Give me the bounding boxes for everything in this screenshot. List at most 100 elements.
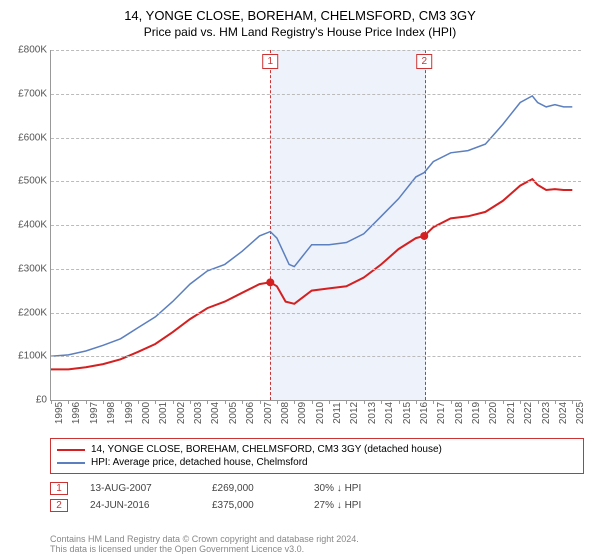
x-tick-label: 2002 [176, 402, 187, 424]
x-tick-label: 2005 [228, 402, 239, 424]
y-tick-label: £600K [3, 132, 47, 143]
x-tick-mark [190, 400, 191, 404]
y-tick-label: £100K [3, 351, 47, 362]
x-tick-mark [242, 400, 243, 404]
x-tick-label: 2012 [349, 402, 360, 424]
x-tick-mark [433, 400, 434, 404]
x-tick-mark [173, 400, 174, 404]
x-tick-label: 2024 [558, 402, 569, 424]
x-tick-label: 2001 [158, 402, 169, 424]
x-tick-label: 2023 [541, 402, 552, 424]
legend-label: 14, YONGE CLOSE, BOREHAM, CHELMSFORD, CM… [91, 444, 442, 455]
y-gridline [51, 225, 581, 226]
x-tick-mark [485, 400, 486, 404]
x-tick-mark [260, 400, 261, 404]
legend-swatch [57, 449, 85, 451]
x-tick-mark [468, 400, 469, 404]
footer-attribution: Contains HM Land Registry data © Crown c… [50, 534, 570, 554]
sale-price: £375,000 [212, 500, 292, 511]
x-tick-label: 2010 [315, 402, 326, 424]
y-gridline [51, 269, 581, 270]
x-tick-label: 2022 [523, 402, 534, 424]
y-gridline [51, 94, 581, 95]
x-tick-label: 2017 [436, 402, 447, 424]
x-tick-mark [225, 400, 226, 404]
x-tick-label: 2014 [384, 402, 395, 424]
x-tick-mark [364, 400, 365, 404]
x-tick-mark [68, 400, 69, 404]
x-tick-label: 2013 [367, 402, 378, 424]
x-tick-label: 2006 [245, 402, 256, 424]
x-tick-mark [572, 400, 573, 404]
sale-marker-label: 2 [416, 54, 432, 69]
x-tick-mark [520, 400, 521, 404]
sale-marker-dot [266, 278, 274, 286]
chart-area: £0£100K£200K£300K£400K£500K£600K£700K£80… [50, 50, 580, 400]
y-gridline [51, 356, 581, 357]
y-gridline [51, 313, 581, 314]
x-tick-label: 2015 [402, 402, 413, 424]
x-tick-mark [51, 400, 52, 404]
y-gridline [51, 138, 581, 139]
sale-delta-vs-hpi: 27% ↓ HPI [314, 500, 361, 511]
y-gridline [51, 50, 581, 51]
x-tick-mark [451, 400, 452, 404]
y-tick-label: £200K [3, 307, 47, 318]
x-tick-label: 1996 [71, 402, 82, 424]
chart-subtitle: Price paid vs. HM Land Registry's House … [0, 23, 600, 45]
x-tick-mark [155, 400, 156, 404]
x-tick-label: 2008 [280, 402, 291, 424]
x-tick-label: 2011 [332, 402, 343, 424]
footer-line1: Contains HM Land Registry data © Crown c… [50, 534, 570, 544]
x-tick-mark [207, 400, 208, 404]
legend: 14, YONGE CLOSE, BOREHAM, CHELMSFORD, CM… [50, 438, 584, 474]
sale-date: 24-JUN-2016 [90, 500, 190, 511]
x-tick-mark [416, 400, 417, 404]
x-tick-mark [538, 400, 539, 404]
y-tick-label: £500K [3, 176, 47, 187]
x-tick-label: 2003 [193, 402, 204, 424]
x-tick-mark [294, 400, 295, 404]
sale-price: £269,000 [212, 483, 292, 494]
x-tick-mark [121, 400, 122, 404]
legend-swatch [57, 462, 85, 464]
sale-row: 2 24-JUN-2016 £375,000 27% ↓ HPI [50, 497, 570, 514]
sale-index-badge: 1 [50, 482, 68, 495]
x-tick-mark [329, 400, 330, 404]
y-tick-label: £800K [3, 45, 47, 56]
x-tick-label: 2018 [454, 402, 465, 424]
x-tick-label: 2000 [141, 402, 152, 424]
series-price_paid [51, 179, 572, 369]
sale-index-badge: 2 [50, 499, 68, 512]
y-tick-label: £700K [3, 88, 47, 99]
x-tick-label: 1998 [106, 402, 117, 424]
series-hpi [51, 96, 572, 356]
x-tick-label: 2009 [297, 402, 308, 424]
x-tick-mark [312, 400, 313, 404]
x-tick-mark [399, 400, 400, 404]
x-tick-mark [138, 400, 139, 404]
footer-line2: This data is licensed under the Open Gov… [50, 544, 570, 554]
x-tick-mark [555, 400, 556, 404]
x-tick-label: 2004 [210, 402, 221, 424]
legend-label: HPI: Average price, detached house, Chel… [91, 457, 308, 468]
x-tick-label: 1999 [124, 402, 135, 424]
x-tick-label: 2016 [419, 402, 430, 424]
legend-item: 14, YONGE CLOSE, BOREHAM, CHELMSFORD, CM… [57, 443, 577, 456]
sale-row: 1 13-AUG-2007 £269,000 30% ↓ HPI [50, 480, 570, 497]
x-tick-label: 1997 [89, 402, 100, 424]
y-tick-label: £300K [3, 263, 47, 274]
sale-date: 13-AUG-2007 [90, 483, 190, 494]
x-tick-mark [277, 400, 278, 404]
legend-item: HPI: Average price, detached house, Chel… [57, 456, 577, 469]
x-tick-label: 2025 [575, 402, 586, 424]
x-tick-mark [103, 400, 104, 404]
chart-title: 14, YONGE CLOSE, BOREHAM, CHELMSFORD, CM… [0, 0, 600, 23]
sale-marker-label: 1 [263, 54, 279, 69]
y-gridline [51, 181, 581, 182]
x-tick-label: 2019 [471, 402, 482, 424]
sale-delta-vs-hpi: 30% ↓ HPI [314, 483, 361, 494]
sales-table: 1 13-AUG-2007 £269,000 30% ↓ HPI 2 24-JUN-201… [50, 480, 570, 514]
y-tick-label: £400K [3, 220, 47, 231]
x-tick-label: 2020 [488, 402, 499, 424]
